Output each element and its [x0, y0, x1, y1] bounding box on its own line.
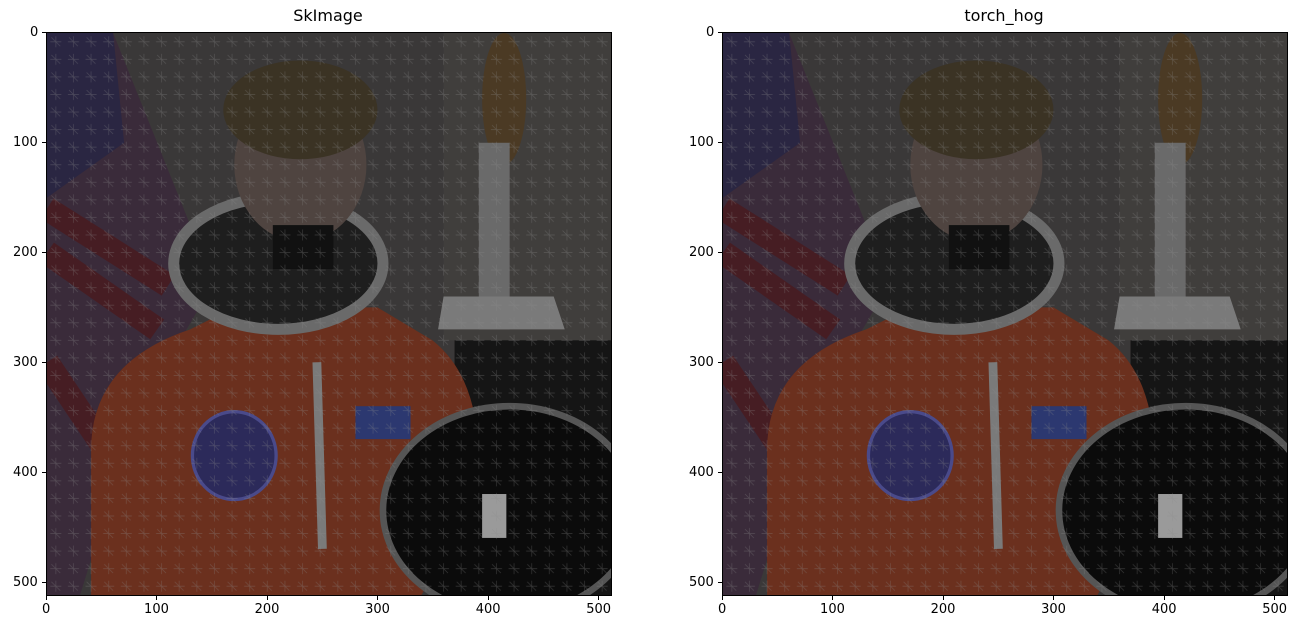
y-tick-mark — [718, 361, 722, 363]
y-tick-label: 500 — [13, 575, 38, 591]
y-tick-label: 100 — [689, 134, 714, 150]
left-panel-title: SkImage — [293, 6, 363, 25]
x-tick-mark — [45, 596, 47, 600]
x-tick-label: 100 — [144, 602, 169, 617]
x-tick-label: 200 — [254, 602, 280, 617]
left-astronaut-hog-image — [47, 33, 611, 595]
y-tick-label: 500 — [689, 575, 714, 591]
x-tick-label: 400 — [475, 602, 501, 617]
y-tick-label: 200 — [689, 244, 714, 260]
x-tick-label: 500 — [586, 602, 612, 617]
y-tick-mark — [42, 582, 46, 584]
x-tick-label: 100 — [820, 602, 845, 617]
x-tick-label: 300 — [365, 602, 390, 617]
y-tick-label: 100 — [13, 134, 38, 150]
right-panel-title: torch_hog — [964, 6, 1044, 25]
y-tick-mark — [42, 31, 46, 33]
x-tick-mark — [942, 596, 944, 600]
y-tick-label: 300 — [13, 354, 38, 370]
y-tick-label: 400 — [13, 465, 38, 481]
x-tick-label: 500 — [1262, 602, 1288, 617]
y-tick-mark — [718, 31, 722, 33]
x-tick-label: 300 — [1041, 602, 1066, 617]
y-tick-mark — [718, 141, 722, 143]
x-tick-label: 0 — [718, 602, 727, 617]
y-tick-mark — [718, 251, 722, 253]
y-tick-label: 300 — [689, 354, 714, 370]
x-tick-mark — [487, 596, 489, 600]
y-tick-label: 200 — [13, 244, 38, 260]
x-tick-mark — [1274, 596, 1276, 600]
x-tick-label: 400 — [1151, 602, 1177, 617]
y-tick-mark — [42, 141, 46, 143]
x-tick-mark — [832, 596, 834, 600]
x-tick-mark — [266, 596, 268, 600]
right-image-axes — [722, 32, 1288, 596]
x-tick-mark — [1053, 596, 1055, 600]
x-tick-label: 200 — [930, 602, 956, 617]
y-tick-label: 0 — [30, 24, 39, 40]
y-tick-mark — [718, 582, 722, 584]
x-tick-label: 0 — [42, 602, 51, 617]
x-tick-mark — [377, 596, 379, 600]
x-tick-mark — [721, 596, 723, 600]
y-tick-mark — [42, 361, 46, 363]
y-tick-mark — [42, 472, 46, 474]
x-tick-mark — [598, 596, 600, 600]
y-tick-label: 0 — [706, 24, 715, 40]
left-image-axes — [46, 32, 612, 596]
x-tick-mark — [156, 596, 158, 600]
y-tick-label: 400 — [689, 465, 714, 481]
right-astronaut-hog-image — [723, 33, 1287, 595]
y-tick-mark — [718, 472, 722, 474]
y-tick-mark — [42, 251, 46, 253]
x-tick-mark — [1163, 596, 1165, 600]
